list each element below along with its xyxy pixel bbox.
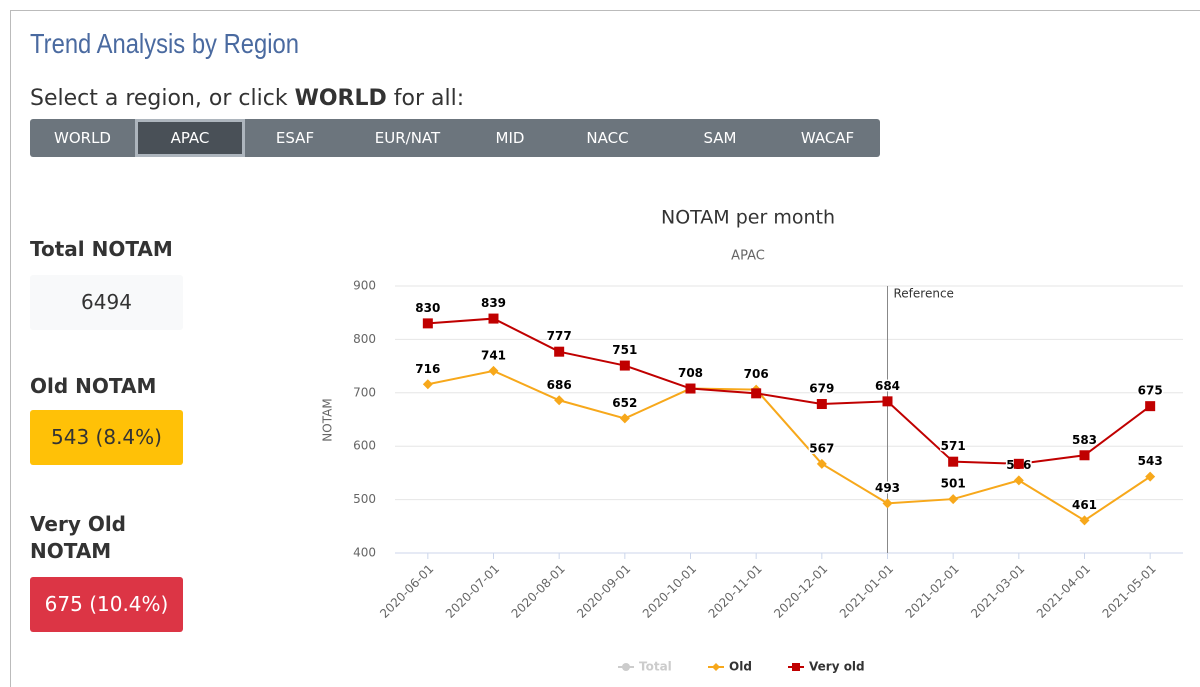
page-title: Trend Analysis by Region [30, 28, 299, 59]
x-tick-label: 2021-01-01 [837, 562, 896, 621]
x-tick-label: 2020-07-01 [443, 562, 502, 621]
data-label: 675 [1138, 384, 1163, 398]
prompt: Select a region, or click WORLD for all: [30, 86, 464, 111]
data-label: 652 [612, 396, 637, 410]
data-label: 461 [1072, 498, 1097, 512]
stat-label: Total NOTAM [30, 237, 173, 261]
marker [1079, 450, 1090, 461]
chart-title: NOTAM per month [661, 207, 835, 229]
data-label: 684 [875, 379, 900, 393]
stat-value: 543 (8.4%) [30, 410, 183, 465]
region-tab[interactable]: APAC [135, 119, 245, 157]
data-label: 708 [678, 366, 703, 380]
legend-marker [622, 663, 630, 671]
x-tick-label: 2021-05-01 [1100, 562, 1159, 621]
region-tab[interactable]: SAM [703, 129, 737, 147]
prompt-text: for all: [386, 86, 465, 111]
region-tab[interactable]: WORLD [54, 129, 111, 147]
stat-label: Old NOTAM [30, 374, 157, 398]
x-tick-label: 2021-02-01 [903, 562, 962, 621]
x-tick-label: 2020-09-01 [574, 562, 633, 621]
data-label: 567 [809, 441, 834, 455]
marker [816, 399, 827, 410]
series-line [427, 369, 1151, 522]
legend-item[interactable]: Very old [788, 660, 865, 674]
stat-value: 675 (10.4%) [30, 577, 183, 632]
stat-value: 6494 [30, 275, 183, 330]
data-label: 493 [875, 481, 900, 495]
data-label: 571 [941, 439, 966, 453]
region-tab[interactable]: EUR/NAT [374, 129, 441, 147]
x-tick-label: 2020-11-01 [706, 562, 765, 621]
y-tick-label: 500 [353, 492, 376, 506]
marker [948, 494, 959, 505]
chart-subtitle: APAC [731, 249, 765, 264]
x-tick-label: 2020-06-01 [377, 562, 436, 621]
legend-label: Old [729, 660, 752, 674]
marker [882, 498, 893, 509]
marker [1013, 475, 1024, 486]
legend-label: Total [639, 660, 672, 674]
marker [1145, 401, 1156, 412]
data-label: 501 [941, 477, 966, 491]
reference-label: Reference [894, 287, 954, 301]
legend-marker [792, 663, 800, 671]
region-tab[interactable]: WACAF [800, 129, 855, 147]
marker [619, 360, 630, 371]
data-label: 830 [415, 301, 440, 315]
tab-bar: WORLD APAC ESAF EUR/NAT MID NACC SAM WACAF [30, 119, 880, 157]
data-label: 839 [481, 296, 506, 310]
marker [1013, 458, 1024, 469]
marker [816, 458, 827, 469]
legend-item[interactable]: Total [618, 660, 672, 674]
marker [488, 365, 499, 376]
y-tick-label: 400 [353, 546, 376, 560]
y-axis-label: NOTAM [321, 398, 335, 441]
marker [619, 413, 630, 424]
y-tick-label: 900 [353, 279, 376, 293]
legend-marker [712, 663, 720, 671]
region-tab[interactable]: MID [495, 129, 525, 147]
stat-label: Very Old NOTAM [30, 512, 126, 563]
series-line [427, 317, 1151, 465]
data-label: 706 [744, 367, 769, 381]
marker [554, 395, 565, 406]
frame [10, 10, 1200, 687]
data-label: 777 [547, 329, 572, 343]
x-tick-label: 2020-10-01 [640, 562, 699, 621]
legend-label: Very old [809, 660, 865, 674]
chart: NOTAM per month APAC NOTAM 400 500 600 700 800 9… [321, 207, 1183, 674]
y-tick-label: 800 [353, 332, 376, 346]
data-label: 741 [481, 348, 506, 362]
legend-item[interactable]: Old [708, 660, 752, 674]
data-label: 679 [809, 382, 834, 396]
prompt-text: Select a region, or click [30, 86, 295, 111]
data-label: 716 [415, 362, 440, 376]
marker [422, 318, 433, 329]
data-label: 751 [612, 343, 637, 357]
prompt-bold: WORLD [294, 86, 387, 111]
marker [685, 383, 696, 394]
marker [1079, 515, 1090, 526]
x-tick-label: 2021-04-01 [1034, 562, 1093, 621]
data-label: 543 [1138, 454, 1163, 468]
marker [882, 396, 893, 407]
region-tab[interactable]: ESAF [275, 129, 315, 147]
marker [1145, 471, 1156, 482]
marker [488, 313, 499, 324]
marker [554, 346, 565, 357]
y-tick-label: 700 [353, 385, 376, 399]
marker [948, 456, 959, 467]
data-label: 686 [547, 378, 572, 392]
x-tick-label: 2020-08-01 [509, 562, 568, 621]
region-tab[interactable]: NACC [586, 129, 629, 147]
data-label: 583 [1072, 433, 1097, 447]
marker [422, 379, 433, 390]
y-tick-label: 600 [353, 439, 376, 453]
x-tick-label: 2021-03-01 [968, 562, 1027, 621]
marker [751, 388, 762, 399]
x-tick-label: 2020-12-01 [771, 562, 830, 621]
